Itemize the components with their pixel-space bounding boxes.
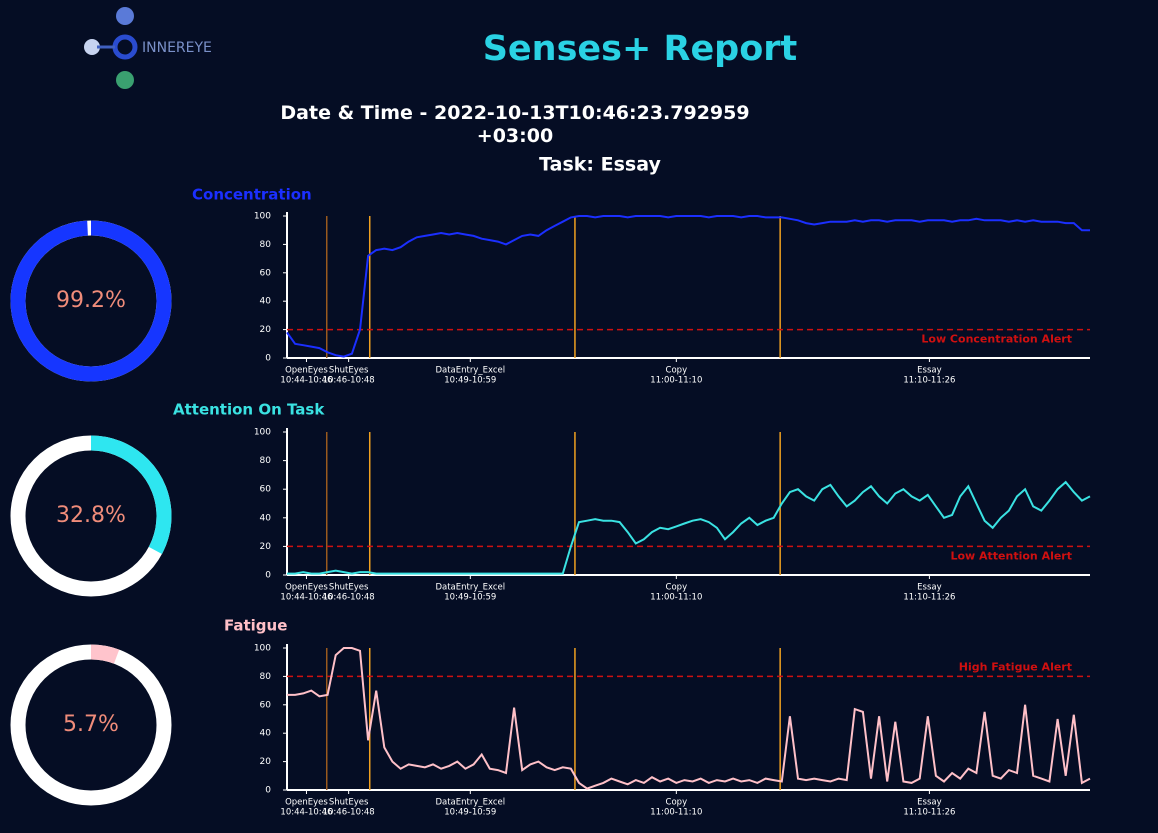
alert-label: Low Concentration Alert xyxy=(921,333,1072,346)
gauge-label: 5.7% xyxy=(63,712,119,737)
y-tick-label: 40 xyxy=(260,297,272,307)
data-line xyxy=(287,480,1091,575)
x-tick-time: 10:44-10:46 xyxy=(280,376,332,386)
x-tick-label: ShutEyes xyxy=(329,366,369,376)
x-tick-label: Copy xyxy=(666,798,688,808)
gauge-arc xyxy=(10,644,172,806)
x-tick-label: Essay xyxy=(917,366,941,376)
datetime: Date & Time - 2022-10-13T10:46:23.792959… xyxy=(280,102,750,147)
data-line xyxy=(286,215,1090,358)
chart-title: Fatigue xyxy=(224,617,287,635)
x-tick-time: 11:10-11:26 xyxy=(903,593,955,603)
x-tick-time: 10:44-10:46 xyxy=(280,593,332,603)
x-tick-time: 11:00-11:10 xyxy=(650,808,702,818)
gauge-arc xyxy=(10,435,172,597)
y-tick-label: 40 xyxy=(260,513,272,523)
y-tick-label: 60 xyxy=(260,700,272,710)
x-tick-label: OpenEyes xyxy=(285,366,328,376)
chart-title: Concentration xyxy=(192,186,312,204)
x-tick-label: OpenEyes xyxy=(285,583,328,593)
logo-text: INNEREYE xyxy=(142,40,212,56)
x-tick-time: 10:49-10:59 xyxy=(444,376,496,386)
chart-title: Attention On Task xyxy=(173,401,325,419)
alert-label: High Fatigue Alert xyxy=(959,660,1072,673)
y-tick-label: 0 xyxy=(265,571,271,581)
logo-ring xyxy=(112,34,138,60)
logo-dot xyxy=(116,71,134,89)
logo: INNEREYE xyxy=(84,7,212,89)
x-tick-time: 11:10-11:26 xyxy=(903,376,955,386)
y-tick-label: 0 xyxy=(265,354,271,364)
y-tick-label: 100 xyxy=(254,428,271,438)
logo-dot xyxy=(84,39,100,55)
gauge-label: 99.2% xyxy=(56,288,126,313)
y-tick-label: 0 xyxy=(265,786,271,796)
y-tick-label: 80 xyxy=(260,240,272,250)
x-tick-time: 10:49-10:59 xyxy=(444,593,496,603)
x-tick-time: 11:10-11:26 xyxy=(903,808,955,818)
gauge-label: 32.8% xyxy=(56,503,126,528)
x-tick-time: 10:46-10:48 xyxy=(323,808,375,818)
x-tick-time: 10:49-10:59 xyxy=(444,808,496,818)
x-tick-label: DataEntry_Excel xyxy=(435,798,505,808)
gauge-arc xyxy=(10,220,172,382)
x-tick-label: Copy xyxy=(666,366,688,376)
task: Task: Essay xyxy=(539,154,661,176)
report-title: Senses+ Report xyxy=(483,29,798,69)
x-tick-time: 10:46-10:48 xyxy=(323,376,375,386)
x-tick-time: 10:44-10:46 xyxy=(280,808,332,818)
y-tick-label: 60 xyxy=(260,268,272,278)
y-tick-label: 80 xyxy=(260,456,272,466)
x-tick-time: 11:00-11:10 xyxy=(650,376,702,386)
y-tick-label: 60 xyxy=(260,485,272,495)
alert-label: Low Attention Alert xyxy=(950,549,1072,562)
y-tick-label: 100 xyxy=(254,644,271,654)
x-tick-label: Essay xyxy=(917,798,941,808)
x-tick-label: Essay xyxy=(917,583,941,593)
y-tick-label: 20 xyxy=(260,757,272,767)
x-tick-label: ShutEyes xyxy=(329,798,369,808)
x-tick-label: OpenEyes xyxy=(285,798,328,808)
y-tick-label: 20 xyxy=(260,542,272,552)
y-tick-label: 40 xyxy=(260,729,272,739)
y-tick-label: 100 xyxy=(254,212,271,222)
y-tick-label: 80 xyxy=(260,672,272,682)
y-tick-label: 20 xyxy=(260,325,272,335)
x-tick-label: ShutEyes xyxy=(329,583,369,593)
x-tick-label: DataEntry_Excel xyxy=(435,583,505,593)
data-line xyxy=(287,647,1091,790)
x-tick-label: Copy xyxy=(666,583,688,593)
x-tick-time: 10:46-10:48 xyxy=(323,593,375,603)
x-tick-time: 11:00-11:10 xyxy=(650,593,702,603)
logo-dot xyxy=(116,7,134,25)
x-tick-label: DataEntry_Excel xyxy=(435,366,505,376)
